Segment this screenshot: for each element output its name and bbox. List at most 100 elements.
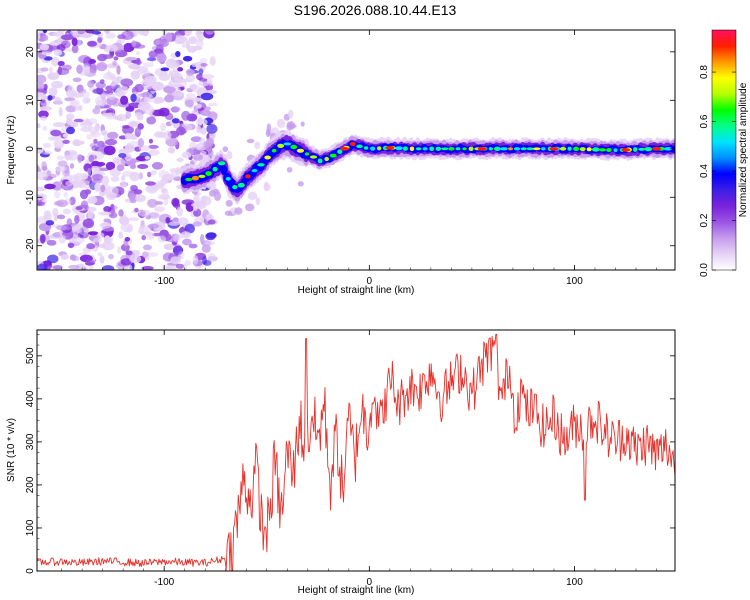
noise-blob bbox=[201, 244, 211, 253]
noise-blob bbox=[37, 122, 41, 129]
noise-blob bbox=[37, 92, 47, 100]
noise-blob bbox=[74, 215, 80, 224]
noise-blob bbox=[120, 95, 129, 106]
noise-blob bbox=[96, 62, 108, 72]
noise-blob bbox=[182, 55, 193, 62]
ridge-core bbox=[363, 146, 369, 150]
noise-blob bbox=[56, 214, 66, 220]
ridge-core bbox=[283, 142, 292, 146]
noise-blob bbox=[118, 153, 127, 158]
noise-blob bbox=[56, 67, 70, 76]
noise-blob bbox=[88, 266, 94, 270]
noise-blob bbox=[128, 102, 142, 109]
noise-blob bbox=[160, 188, 168, 194]
noise-blob bbox=[119, 216, 130, 226]
noise-blob bbox=[58, 234, 67, 244]
ridge-core bbox=[586, 147, 592, 152]
noise-blob bbox=[37, 195, 42, 201]
noise-blob bbox=[128, 217, 140, 222]
colorbar-tick-label: 0.6 bbox=[699, 114, 710, 128]
noise-blob bbox=[137, 93, 149, 97]
ridge-peak bbox=[477, 147, 487, 151]
noise-blob bbox=[66, 117, 73, 125]
noise-blob bbox=[77, 30, 85, 35]
ridge-core bbox=[309, 155, 318, 159]
x-tick-label: -100 bbox=[154, 577, 174, 588]
noise-blob bbox=[173, 244, 183, 255]
ridge-core bbox=[455, 147, 461, 151]
ridge-core bbox=[356, 144, 363, 149]
ridge-core bbox=[395, 146, 403, 151]
ridge-peak bbox=[652, 147, 661, 151]
noise-blob bbox=[92, 88, 105, 94]
noise-blob bbox=[107, 70, 111, 78]
ridge-core bbox=[429, 146, 435, 152]
noise-blob bbox=[185, 40, 190, 50]
noise-blob bbox=[42, 142, 52, 148]
noise-blob bbox=[188, 36, 198, 45]
ridge-core bbox=[304, 152, 310, 156]
y-tick-label: 0 bbox=[25, 146, 36, 152]
noise-blob bbox=[157, 194, 171, 200]
noise-blob bbox=[60, 34, 74, 41]
noise-blob bbox=[192, 221, 202, 227]
snr-y-label: SNR (10 * v/v) bbox=[6, 418, 17, 482]
noise-blob bbox=[102, 54, 114, 59]
noise-blob bbox=[171, 118, 180, 124]
colorbar-gradient bbox=[711, 29, 737, 271]
noise-blob bbox=[76, 64, 83, 74]
noise-blob bbox=[58, 107, 63, 117]
noise-blob bbox=[62, 169, 71, 177]
ridge-core bbox=[370, 146, 376, 151]
colorbar-tick-label: 0.0 bbox=[699, 263, 710, 277]
noise-blob bbox=[179, 37, 187, 42]
noise-blob bbox=[129, 254, 142, 264]
noise-blob bbox=[169, 78, 179, 84]
noise-blob bbox=[103, 104, 110, 109]
noise-blob bbox=[181, 43, 187, 48]
noise-blob bbox=[175, 167, 180, 176]
noise-blob bbox=[184, 223, 195, 234]
ridge-core bbox=[541, 147, 546, 151]
noise-blob bbox=[60, 254, 69, 260]
ridge-core bbox=[296, 148, 304, 153]
noise-blob bbox=[51, 56, 60, 67]
ridge-core bbox=[494, 146, 501, 151]
noise-blob bbox=[102, 226, 115, 232]
noise-blob bbox=[84, 65, 90, 73]
noise-blob bbox=[177, 67, 184, 72]
ridge-cell bbox=[669, 145, 675, 153]
noise-blob bbox=[37, 32, 41, 41]
noise-blob bbox=[100, 184, 106, 193]
noise-blob bbox=[71, 37, 78, 46]
noise-blob bbox=[204, 241, 216, 246]
noise-blob bbox=[72, 77, 82, 83]
noise-blob bbox=[44, 183, 56, 190]
noise-blob bbox=[163, 243, 176, 250]
noise-blob bbox=[200, 195, 207, 205]
noise-blob bbox=[168, 70, 174, 77]
halo-blob bbox=[181, 151, 192, 159]
ridge-core bbox=[567, 146, 572, 151]
ridge-core bbox=[324, 156, 330, 162]
noise-blob bbox=[124, 132, 132, 140]
noise-blob bbox=[121, 124, 131, 129]
noise-blob bbox=[53, 201, 65, 206]
halo-blob bbox=[254, 141, 261, 150]
noise-blob bbox=[138, 172, 144, 180]
noise-blob bbox=[80, 127, 92, 132]
halo-blob bbox=[288, 109, 294, 119]
noise-blob bbox=[209, 56, 216, 66]
noise-blob bbox=[200, 109, 212, 116]
halo-blob bbox=[276, 118, 286, 128]
noise-blob bbox=[148, 149, 160, 156]
noise-blob bbox=[136, 57, 141, 66]
noise-blob bbox=[180, 231, 191, 239]
snr-series bbox=[37, 333, 675, 571]
noise-blob bbox=[147, 198, 158, 208]
ridge-peak bbox=[340, 147, 350, 151]
y-tick-label: 500 bbox=[25, 347, 36, 364]
noise-blob bbox=[120, 78, 134, 87]
noise-blob bbox=[146, 116, 157, 125]
